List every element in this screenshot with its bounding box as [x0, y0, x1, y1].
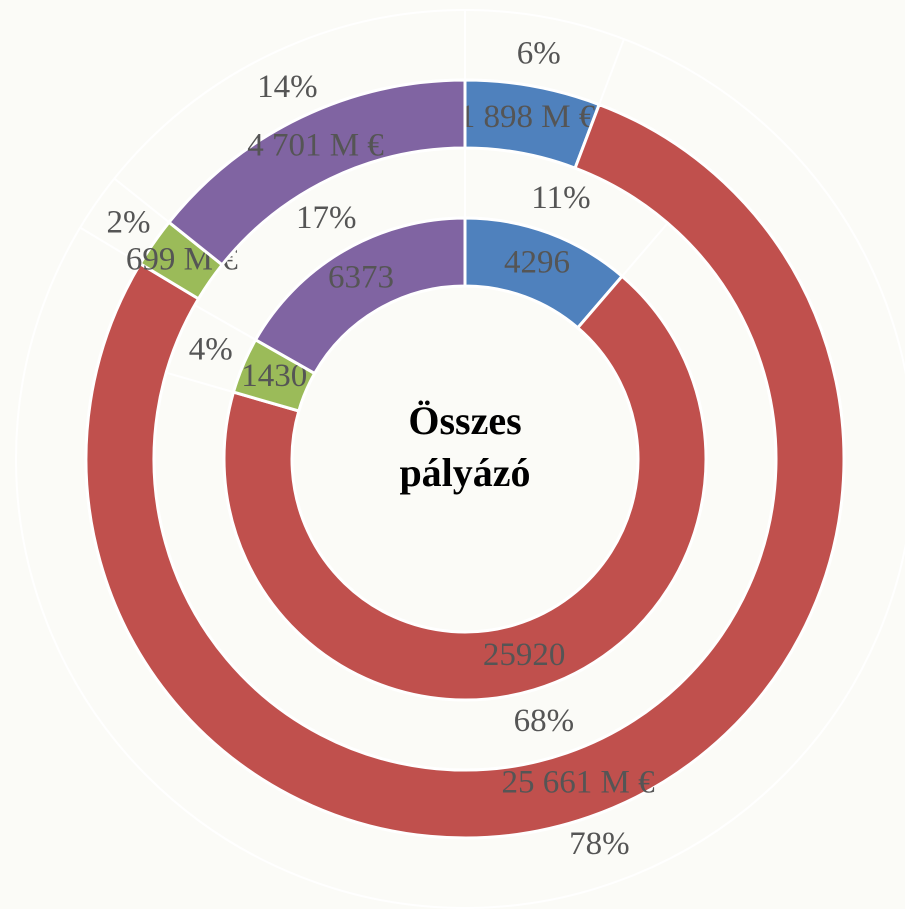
percent-label: 14%: [257, 69, 318, 105]
slice: [84, 102, 846, 840]
percent-label: 6%: [517, 35, 561, 71]
background-line: [165, 371, 234, 394]
background-line: [598, 38, 625, 105]
background-line: [113, 177, 170, 224]
slice: [222, 274, 708, 702]
center-label: Összes pályázó: [399, 398, 531, 495]
percent-label: 78%: [569, 826, 630, 862]
background-line: [194, 304, 257, 341]
percent-label: 68%: [514, 703, 575, 739]
background-line: [621, 222, 669, 277]
value-label: 4 701 M €: [247, 128, 384, 164]
background-line: [79, 226, 141, 265]
value-label: 6373: [328, 260, 394, 296]
value-label: 1 898 M €: [459, 99, 596, 135]
slice: [253, 216, 467, 376]
value-label: 4296: [504, 244, 570, 280]
value-label: 25920: [483, 637, 566, 673]
percent-label: 11%: [531, 180, 590, 216]
value-label: 25 661 M €: [501, 765, 654, 801]
percent-label: 2%: [106, 204, 150, 240]
percent-label: 4%: [189, 331, 233, 367]
slice: [166, 78, 467, 267]
percent-label: 17%: [296, 200, 357, 236]
